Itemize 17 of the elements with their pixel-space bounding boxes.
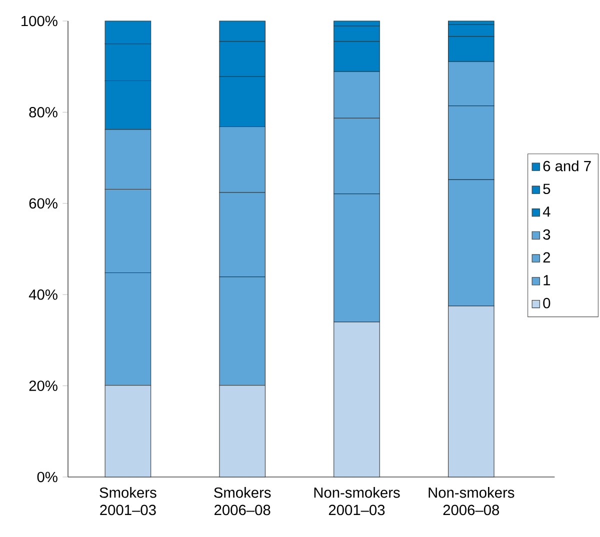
y-tick-label: 100% <box>22 16 58 26</box>
x-tick-label: Smokers 2006–08 <box>214 487 271 516</box>
legend-label: 4 <box>542 206 550 217</box>
legend-label: 2 <box>543 252 550 262</box>
x-tick-label: Non-smokers 2006–08 <box>428 487 514 516</box>
legend-label: 1 <box>544 275 550 286</box>
legend-label: 3 <box>543 229 550 240</box>
legend-label: 5 <box>543 184 550 194</box>
y-tick-label: 40% <box>28 289 58 300</box>
y-tick-label: 60% <box>29 198 58 209</box>
legend-label: 6 and 7 <box>543 160 591 172</box>
legend-label: 0 <box>543 298 550 308</box>
x-tick-label: Non-smokers 2001–03 <box>314 487 400 516</box>
y-tick-label: 20% <box>29 380 58 391</box>
x-tick-label: Smokers 2001–03 <box>100 487 156 516</box>
y-tick-label: 0% <box>37 472 58 482</box>
y-tick-label: 80% <box>29 107 58 118</box>
